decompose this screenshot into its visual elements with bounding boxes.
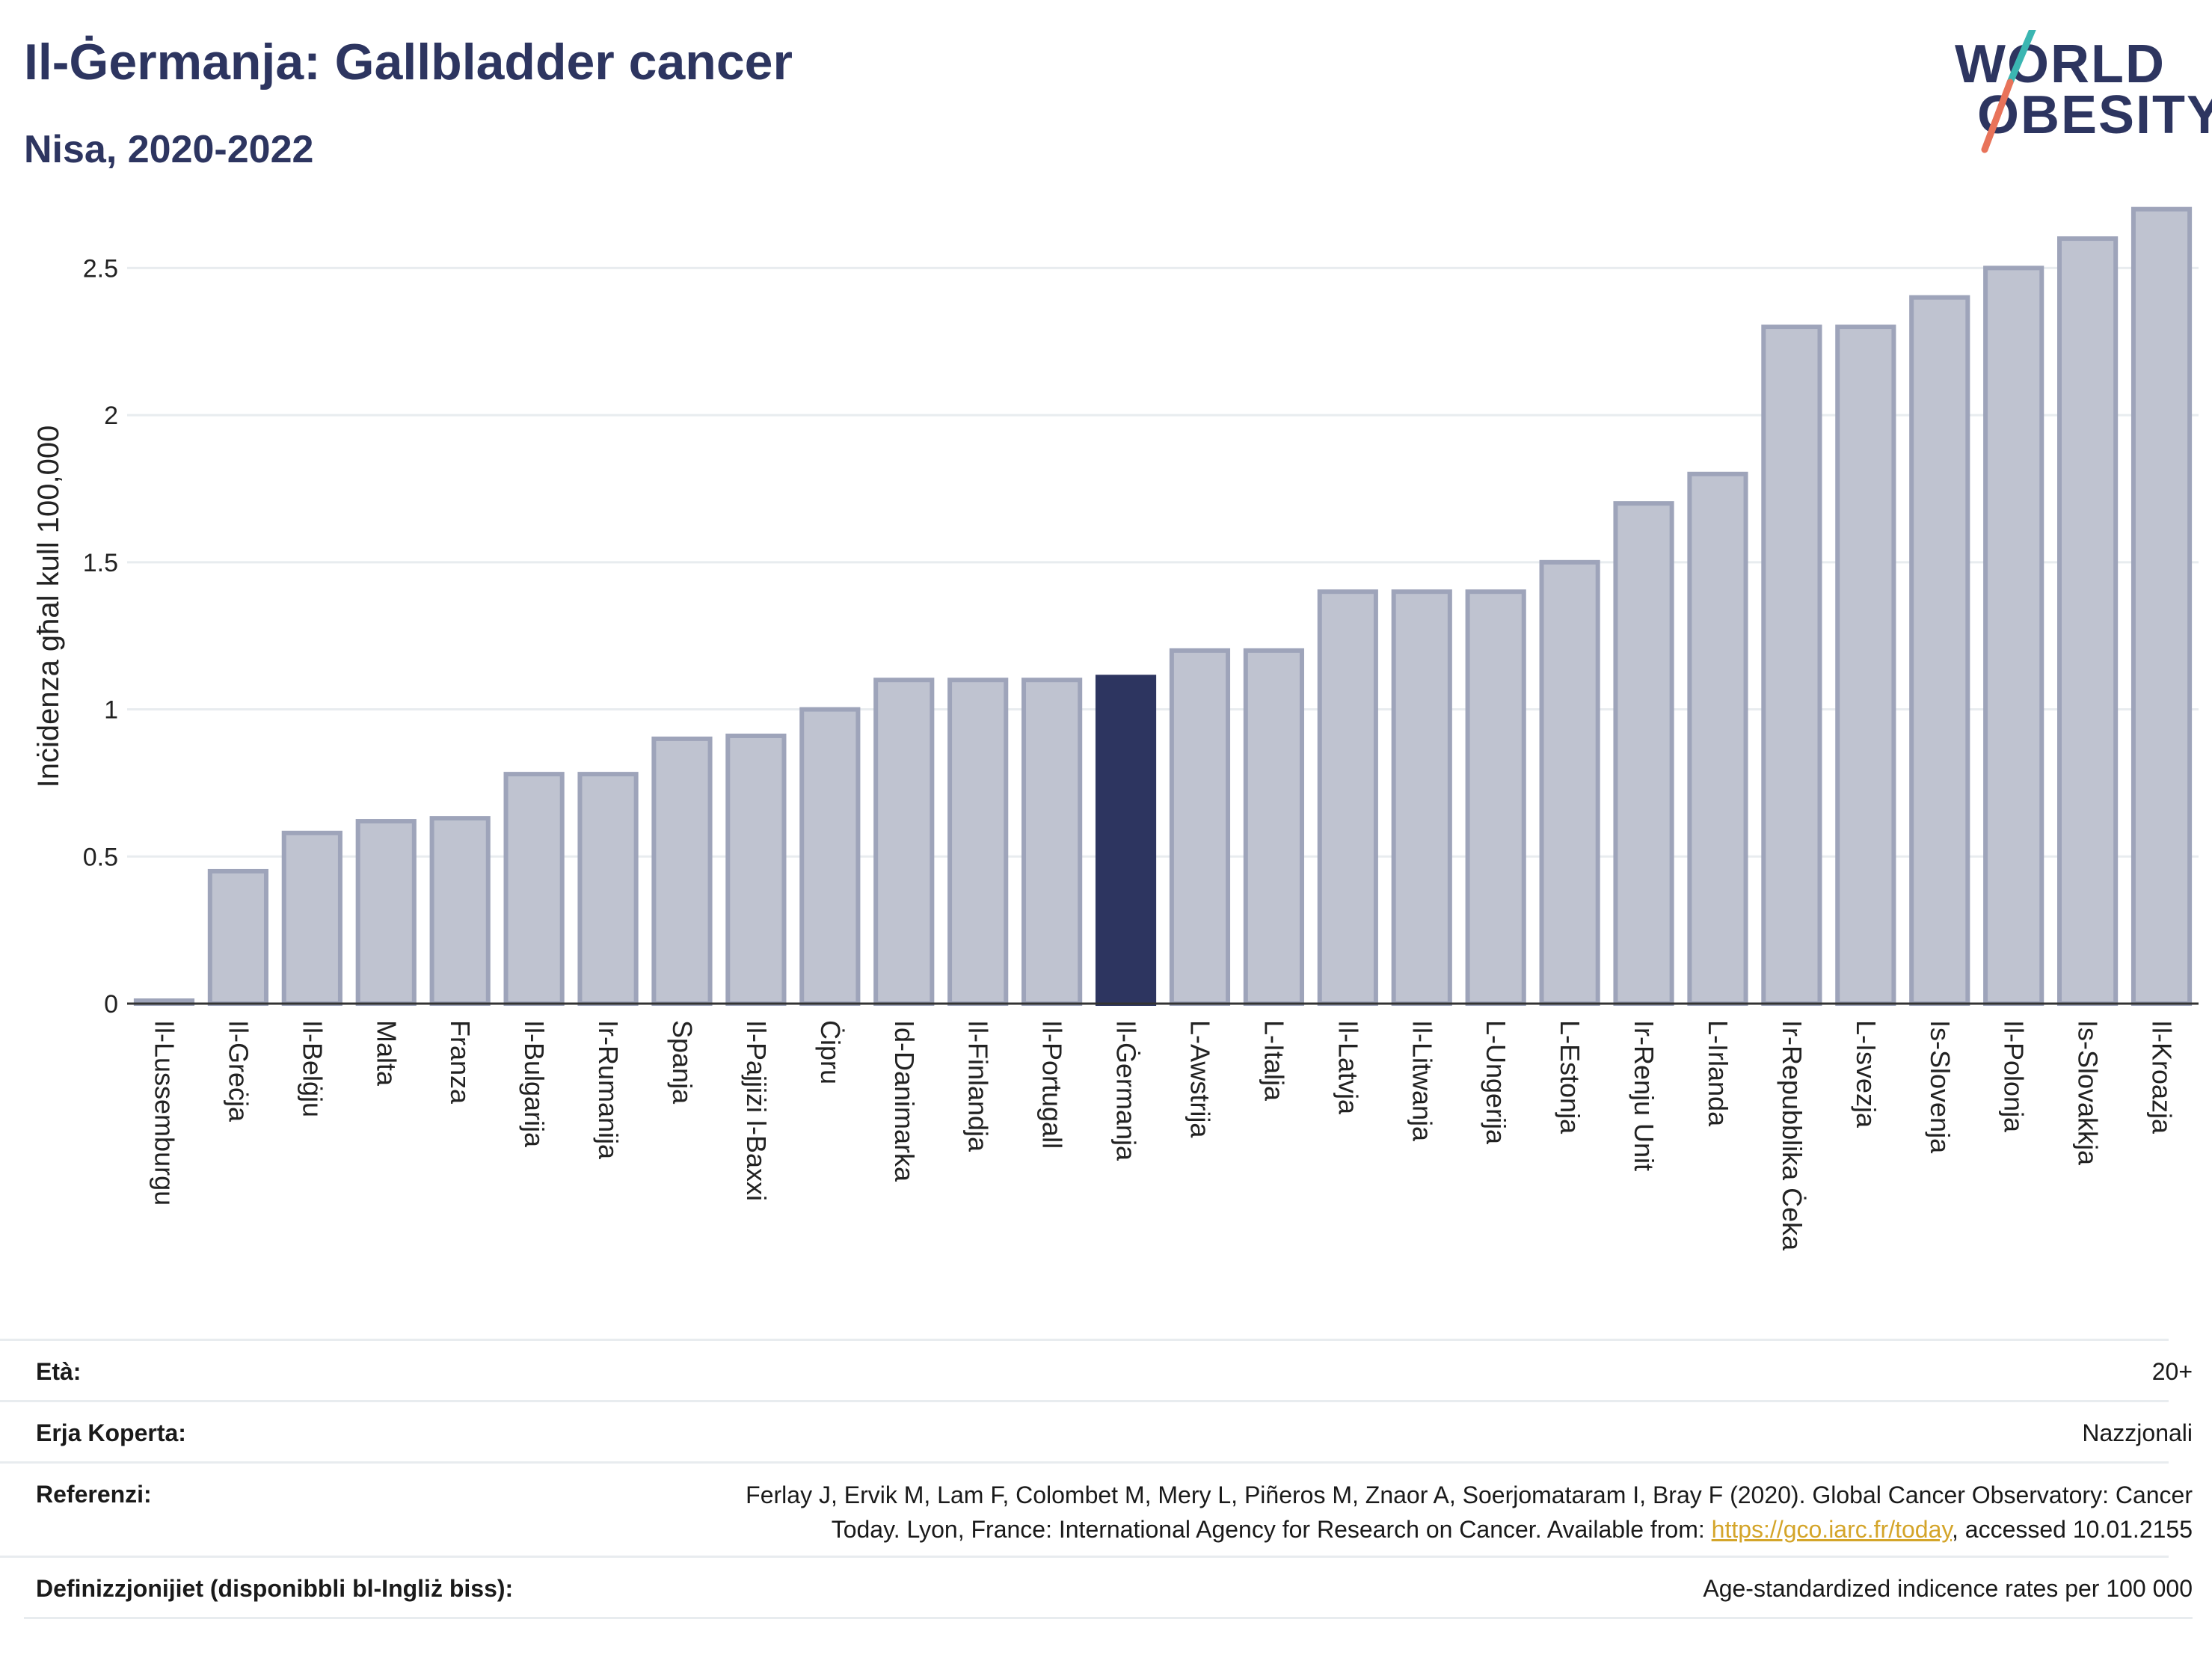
x-tick-label: Il-Portugall <box>1037 1020 1068 1149</box>
x-tick-label: L-Ungerija <box>1481 1020 1511 1145</box>
x-tick-label: Is-Slovenja <box>1925 1020 1956 1154</box>
y-tick-label: 0 <box>104 990 118 1019</box>
x-tick-label: Ir-Rumanija <box>593 1020 624 1160</box>
bar-20 <box>1613 501 1674 1006</box>
bar-10 <box>873 678 935 1006</box>
age-label: Età: <box>36 1358 82 1385</box>
bar-17 <box>1391 589 1452 1006</box>
coverage-value: Nazzjonali <box>2082 1419 2193 1446</box>
bar-16 <box>1317 589 1378 1006</box>
bar-12 <box>1021 678 1083 1006</box>
bar-27 <box>2130 206 2193 1006</box>
x-tick-label: Ir-Repubblika Ċeka <box>1777 1020 1807 1251</box>
bar-19 <box>1539 559 1600 1006</box>
x-tick-label: Malta <box>371 1020 402 1087</box>
bar-21 <box>1687 471 1748 1006</box>
reference-label: Referenzi: <box>36 1481 152 1508</box>
reference-link[interactable]: https://gco.iarc.fr/today <box>1711 1516 1952 1543</box>
bar-14 <box>1169 648 1231 1006</box>
bar-15 <box>1243 648 1304 1006</box>
y-tick-label: 2.5 <box>83 254 118 283</box>
world-obesity-logo: WORLD OBESITY <box>1952 30 2212 165</box>
bar-5 <box>503 772 565 1006</box>
y-axis-label: Inċidenza għal kull 100,000 <box>32 426 65 788</box>
bar-9 <box>799 707 861 1007</box>
bar-6 <box>577 772 639 1006</box>
bar-chart: 0 0.5 1 1.5 2 2.5 Inċidenza għal kull 100,000 I… <box>32 206 2199 1251</box>
y-tick-label: 1 <box>104 696 118 725</box>
meta-divider <box>0 1461 2169 1464</box>
x-tick-label: Il-Belġju <box>297 1020 328 1117</box>
reference-line2-pre: Today. Lyon, France: International Agenc… <box>831 1516 1712 1543</box>
bar-24 <box>1909 295 1970 1006</box>
bar-4 <box>429 816 491 1007</box>
x-tick-label: Il-Kroazja <box>2147 1020 2178 1134</box>
reference-line2: Today. Lyon, France: International Agenc… <box>473 1512 2193 1547</box>
age-value: 20+ <box>2151 1358 2193 1385</box>
bar-13 <box>1095 675 1157 1006</box>
reference-value: Ferlay J, Ervik M, Lam F, Colombet M, Me… <box>473 1478 2193 1547</box>
meta-divider <box>0 1556 2169 1558</box>
bar-1 <box>207 868 268 1006</box>
definitions-value: Age-standardized indicence rates per 100… <box>1703 1575 2193 1602</box>
x-tick-label: Il-Latvja <box>1333 1020 1363 1115</box>
bar-18 <box>1465 589 1526 1006</box>
page-title: Il-Ġermanja: Gallbladder cancer <box>24 34 793 90</box>
bar-3 <box>355 819 417 1007</box>
reference-line2-post: , accessed 10.01.2155 <box>1951 1516 2193 1543</box>
x-tick-label: L-Italja <box>1259 1020 1289 1102</box>
reference-line1: Ferlay J, Ervik M, Lam F, Colombet M, Me… <box>746 1481 2193 1508</box>
bar-25 <box>1983 265 2044 1006</box>
bar-11 <box>947 678 1009 1006</box>
y-tick-label: 2 <box>104 402 118 430</box>
bar-23 <box>1835 325 1896 1006</box>
x-tick-label: Il-Greċja <box>223 1020 254 1123</box>
logo-line1: WORLD <box>1955 34 2166 94</box>
meta-divider-bottom <box>24 1617 2193 1619</box>
x-tick-label: Ċipru <box>815 1020 846 1084</box>
page-subtitle: Nisa, 2020-2022 <box>24 128 314 171</box>
bar-8 <box>725 733 787 1006</box>
x-tick-label: Is-Slovakkja <box>2073 1020 2104 1166</box>
x-tick-label: Il-Lussemburgu <box>149 1020 179 1206</box>
x-tick-label: L-Isvezja <box>1851 1020 1881 1129</box>
bar-26 <box>2057 236 2119 1006</box>
x-tick-label: Il-Litwanja <box>1407 1020 1437 1142</box>
x-tick-label: Id-Danimarka <box>889 1020 920 1182</box>
x-tick-label: L-Awstrija <box>1185 1020 1215 1138</box>
meta-divider <box>0 1400 2169 1402</box>
x-tick-label: Il-Pajjiżi l-Baxxi <box>741 1020 772 1201</box>
bar-2 <box>281 830 342 1007</box>
x-tick-label: L-Estonja <box>1555 1020 1585 1134</box>
x-tick-label: Il-Finlandja <box>963 1020 994 1152</box>
x-tick-label: L-Irlanda <box>1703 1020 1733 1127</box>
x-tick-label: Il-Polonja <box>1999 1020 2030 1133</box>
y-tick-label: 1.5 <box>83 549 118 577</box>
definitions-label: Definizzjonijiet (disponibbli bl-Ingliż … <box>36 1575 514 1602</box>
x-tick-label: Il-Bulgarija <box>519 1020 550 1148</box>
y-tick-label: 0.5 <box>83 843 118 871</box>
bar-22 <box>1761 325 1822 1006</box>
x-tick-label: Franza <box>445 1020 476 1105</box>
x-tick-label: Ir-Renju Unit <box>1629 1020 1659 1171</box>
coverage-label: Erja Koperta: <box>36 1419 186 1446</box>
x-tick-label: Spanja <box>667 1020 698 1105</box>
x-tick-label: Il-Ġermanja <box>1111 1020 1142 1161</box>
logo-slash-icon <box>1981 30 2036 153</box>
meta-divider-top <box>0 1339 2169 1341</box>
logo-line2: OBESITY <box>1977 85 2212 145</box>
bar-7 <box>651 736 713 1007</box>
